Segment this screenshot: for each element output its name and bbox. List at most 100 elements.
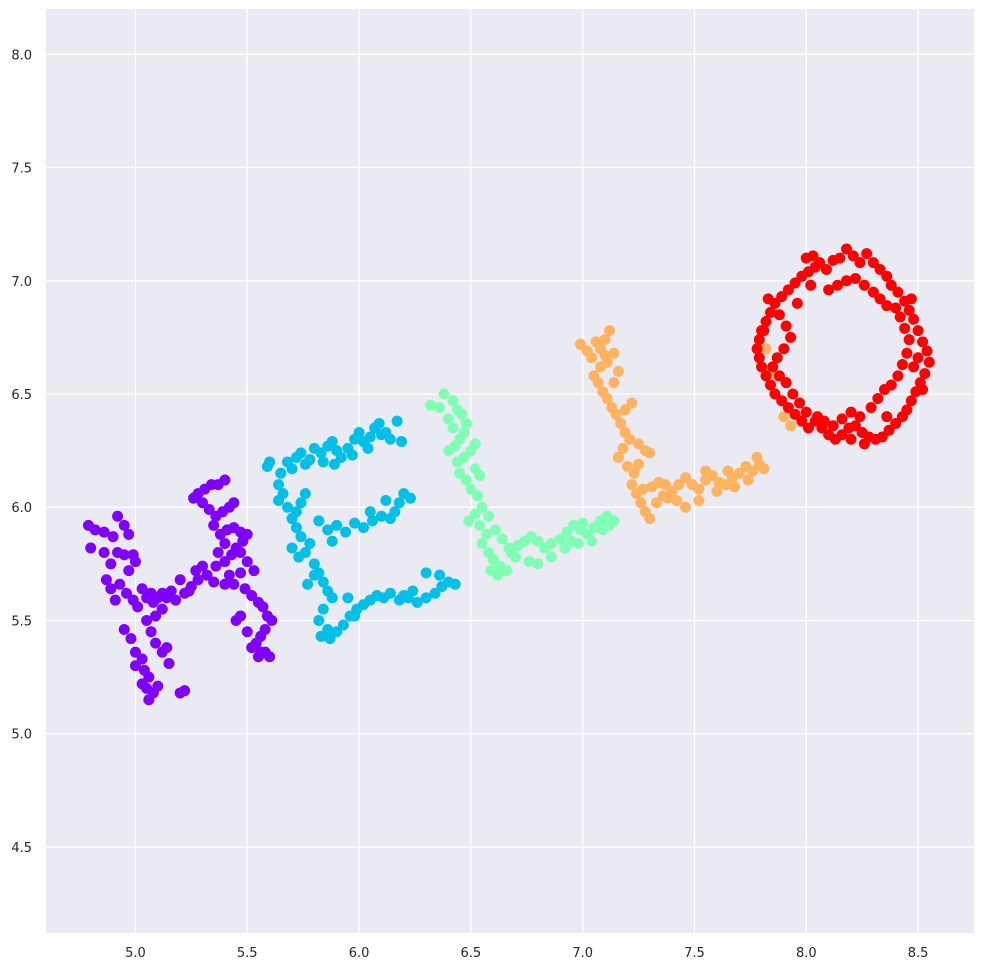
data-point <box>230 542 242 554</box>
data-point <box>449 578 461 590</box>
data-point <box>805 279 817 291</box>
data-point <box>434 402 446 414</box>
data-point <box>899 322 911 334</box>
data-point <box>255 646 267 658</box>
series-1 <box>261 415 461 645</box>
data-point <box>375 510 387 522</box>
data-point <box>123 528 135 540</box>
data-point <box>246 590 258 602</box>
data-point <box>832 279 844 291</box>
data-point <box>785 420 797 432</box>
data-point <box>156 603 168 615</box>
data-point <box>337 619 349 631</box>
data-point <box>264 651 276 663</box>
data-point <box>248 565 260 577</box>
data-point <box>501 565 513 577</box>
data-point <box>105 583 117 595</box>
data-point <box>794 397 806 409</box>
data-point <box>98 526 110 538</box>
data-point <box>780 377 792 389</box>
data-point <box>890 417 902 429</box>
data-point <box>174 687 186 699</box>
data-point <box>773 370 785 382</box>
data-point <box>121 587 133 599</box>
y-tick-label: 7.5 <box>11 162 32 177</box>
data-point <box>125 633 137 645</box>
data-point <box>100 574 112 586</box>
data-point <box>286 542 298 554</box>
data-point <box>673 479 685 491</box>
data-point <box>753 352 765 364</box>
data-point <box>908 361 920 373</box>
data-point <box>290 506 302 518</box>
data-point <box>208 576 220 588</box>
data-point <box>109 594 121 606</box>
data-point <box>503 542 515 554</box>
data-point <box>246 642 258 654</box>
data-point <box>304 454 316 466</box>
x-tick-label: 7.5 <box>684 946 705 961</box>
series-0 <box>82 474 278 706</box>
data-point <box>849 273 861 284</box>
data-point <box>680 472 692 484</box>
data-point <box>118 519 130 531</box>
data-point <box>174 574 186 586</box>
series-3 <box>574 325 797 525</box>
data-point <box>353 427 365 438</box>
data-point <box>787 388 799 400</box>
data-point <box>476 537 488 549</box>
x-tick-label: 5.5 <box>237 946 258 961</box>
y-tick-label: 5.0 <box>11 728 32 743</box>
data-point <box>856 427 868 438</box>
x-tick-label: 6.0 <box>349 946 370 961</box>
data-point <box>720 479 732 491</box>
data-point <box>275 467 287 479</box>
data-point <box>595 361 607 373</box>
data-point <box>239 583 251 595</box>
data-point <box>322 624 334 636</box>
data-point <box>384 433 396 445</box>
data-point <box>778 343 790 355</box>
data-point <box>760 370 772 382</box>
data-point <box>789 408 801 420</box>
data-point <box>393 497 405 509</box>
data-point <box>136 678 148 690</box>
y-tick-label: 6.0 <box>11 501 32 516</box>
data-point <box>762 293 774 305</box>
data-point <box>112 510 124 522</box>
data-point <box>407 585 419 597</box>
data-point <box>545 537 557 549</box>
data-point <box>129 556 141 568</box>
data-point <box>235 567 247 579</box>
data-point <box>443 413 455 425</box>
data-point <box>203 504 215 515</box>
data-point <box>599 350 611 361</box>
data-point <box>586 352 598 364</box>
data-point <box>487 553 499 565</box>
data-point <box>257 601 269 613</box>
data-point <box>425 399 437 411</box>
data-points <box>82 243 935 706</box>
data-point <box>769 388 781 400</box>
data-point <box>807 250 819 262</box>
data-point <box>219 578 231 590</box>
data-point <box>192 574 204 586</box>
data-point <box>892 286 904 298</box>
x-tick-label: 8.5 <box>908 946 929 961</box>
data-point <box>809 261 821 273</box>
data-point <box>610 408 622 420</box>
data-point <box>619 404 631 416</box>
data-point <box>349 610 361 622</box>
data-point <box>751 343 763 355</box>
data-point <box>136 653 148 665</box>
data-point <box>626 397 638 409</box>
data-point <box>317 576 329 588</box>
data-point <box>208 519 220 531</box>
data-point <box>156 587 168 599</box>
data-point <box>919 368 931 380</box>
data-point <box>604 325 616 337</box>
data-point <box>398 590 410 602</box>
data-point <box>308 569 320 581</box>
data-point <box>129 646 141 658</box>
data-point <box>767 361 779 373</box>
